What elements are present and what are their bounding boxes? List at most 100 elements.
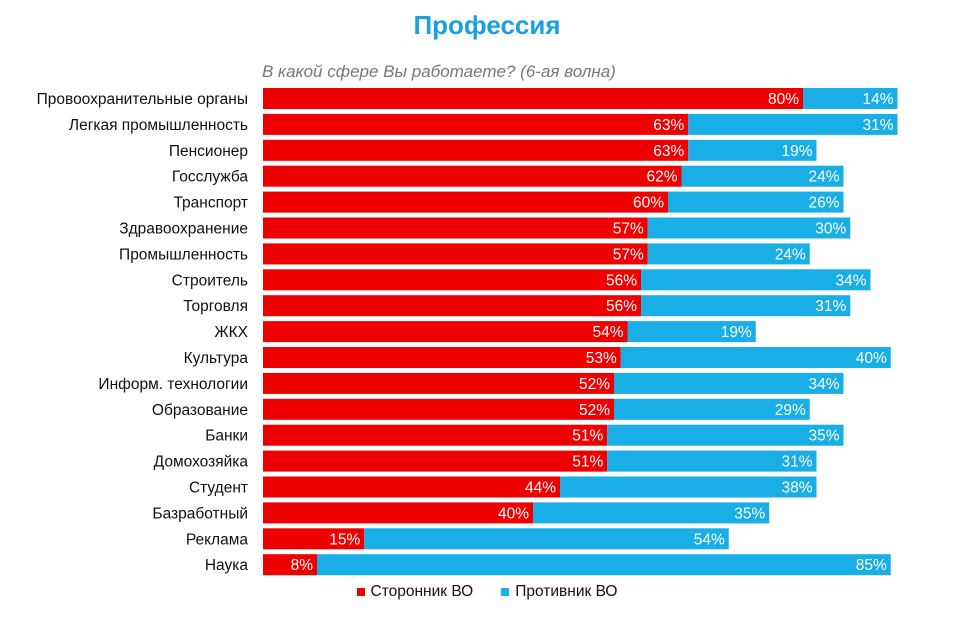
bar-opponent	[688, 113, 898, 135]
value-label-opponent: 35%	[734, 505, 765, 522]
category-label: Образование	[152, 402, 248, 419]
category-label: Информ. технологии	[98, 376, 248, 393]
value-label-opponent: 31%	[862, 117, 893, 134]
bar-supporter	[263, 113, 689, 135]
bar-opponent	[803, 88, 898, 109]
bar-opponent	[620, 347, 891, 368]
value-label-opponent: 24%	[808, 169, 839, 186]
bar-opponent	[647, 217, 851, 239]
legend-swatch-supporter	[356, 588, 365, 596]
value-label-supporter: 44%	[525, 480, 556, 497]
value-label-opponent: 40%	[856, 350, 887, 367]
category-label: ЖКХ	[214, 324, 248, 341]
value-label-opponent: 24%	[775, 246, 806, 263]
bar-supporter	[263, 191, 668, 213]
legend-swatch-opponent	[501, 588, 510, 596]
bar-supporter	[263, 321, 628, 343]
bar-opponent	[607, 450, 817, 472]
category-label: Провоохранительные органы	[37, 91, 248, 108]
legend-label-opponent: Противник ВО	[515, 583, 618, 600]
bar-supporter	[263, 139, 689, 161]
value-label-supporter: 57%	[613, 246, 644, 263]
value-label-opponent: 54%	[694, 531, 725, 548]
bar-supporter	[263, 269, 641, 291]
value-label-supporter: 56%	[606, 298, 637, 315]
bar-opponent	[681, 165, 844, 187]
category-label: Транспорт	[173, 195, 248, 212]
bar-opponent	[647, 243, 810, 265]
bar-opponent	[641, 269, 871, 291]
value-label-opponent: 26%	[808, 195, 839, 212]
bar-opponent	[607, 424, 844, 446]
value-label-supporter: 52%	[579, 376, 610, 393]
value-label-opponent: 34%	[835, 272, 866, 289]
legend-label-supporter: Сторонник ВО	[370, 583, 474, 600]
bar-opponent	[364, 528, 729, 550]
bar-supporter	[263, 528, 365, 550]
category-label: Банки	[205, 428, 248, 445]
bar-supporter	[263, 165, 682, 187]
category-label: Госслужба	[172, 169, 249, 186]
bar-opponent	[668, 191, 844, 213]
bar-opponent	[627, 321, 756, 343]
category-label: Промышленность	[119, 246, 248, 263]
value-label-opponent: 34%	[808, 376, 839, 393]
bar-supporter	[263, 243, 648, 265]
value-label-supporter: 15%	[329, 531, 360, 548]
value-label-supporter: 40%	[498, 505, 529, 522]
bar-opponent	[614, 398, 810, 420]
bar-opponent	[641, 295, 851, 317]
value-label-supporter: 52%	[579, 402, 610, 419]
bar-supporter	[263, 347, 621, 368]
bar-supporter	[263, 450, 608, 472]
value-label-supporter: 60%	[633, 195, 664, 212]
bar-supporter	[263, 217, 648, 239]
value-label-opponent: 35%	[808, 428, 839, 445]
bar-supporter	[263, 476, 560, 498]
value-label-supporter: 8%	[291, 557, 314, 574]
value-label-supporter: 80%	[768, 91, 799, 108]
chart-subtitle: В какой сфере Вы работаете? (6-ая волна)	[262, 62, 616, 81]
value-label-opponent: 30%	[815, 221, 846, 238]
chart-title: Профессия	[413, 10, 561, 40]
value-label-supporter: 56%	[606, 272, 637, 289]
category-label: Домохозяйка	[154, 454, 249, 471]
value-label-supporter: 51%	[572, 454, 603, 471]
legend: Сторонник ВО Противник ВО	[0, 583, 974, 601]
value-label-opponent: 85%	[856, 557, 887, 574]
bar-opponent	[688, 139, 817, 161]
category-label: Строитель	[172, 272, 248, 289]
value-label-opponent: 29%	[775, 402, 806, 419]
value-label-opponent: 38%	[781, 480, 812, 497]
value-label-supporter: 54%	[592, 324, 623, 341]
category-label: Здравоохранение	[119, 221, 248, 238]
value-label-supporter: 51%	[572, 428, 603, 445]
legend-item-opponent: Противник ВО	[501, 583, 617, 601]
category-label: Пенсионер	[169, 143, 248, 160]
bar-supporter	[263, 554, 317, 576]
category-label: Торговля	[183, 298, 248, 315]
bar-opponent	[614, 372, 844, 394]
category-label: Наука	[205, 557, 249, 574]
category-label: Базработный	[152, 505, 248, 522]
legend-item-supporter: Сторонник ВО	[356, 583, 474, 601]
value-label-opponent: 31%	[781, 454, 812, 471]
category-label: Культура	[184, 350, 249, 367]
value-label-opponent: 31%	[815, 298, 846, 315]
category-label: Легкая промышленность	[69, 117, 248, 134]
value-label-supporter: 63%	[653, 117, 684, 134]
bar-opponent	[317, 554, 891, 576]
value-label-supporter: 63%	[653, 143, 684, 160]
category-label: Реклама	[186, 531, 249, 548]
value-label-opponent: 14%	[862, 91, 893, 108]
value-label-supporter: 62%	[646, 169, 677, 186]
bar-supporter	[263, 398, 614, 420]
bar-supporter	[263, 88, 803, 109]
category-label: Студент	[189, 480, 248, 497]
value-label-supporter: 53%	[586, 350, 617, 367]
bar-supporter	[263, 295, 641, 317]
bar-supporter	[263, 502, 533, 524]
value-label-opponent: 19%	[721, 324, 752, 341]
bar-opponent	[560, 476, 817, 498]
